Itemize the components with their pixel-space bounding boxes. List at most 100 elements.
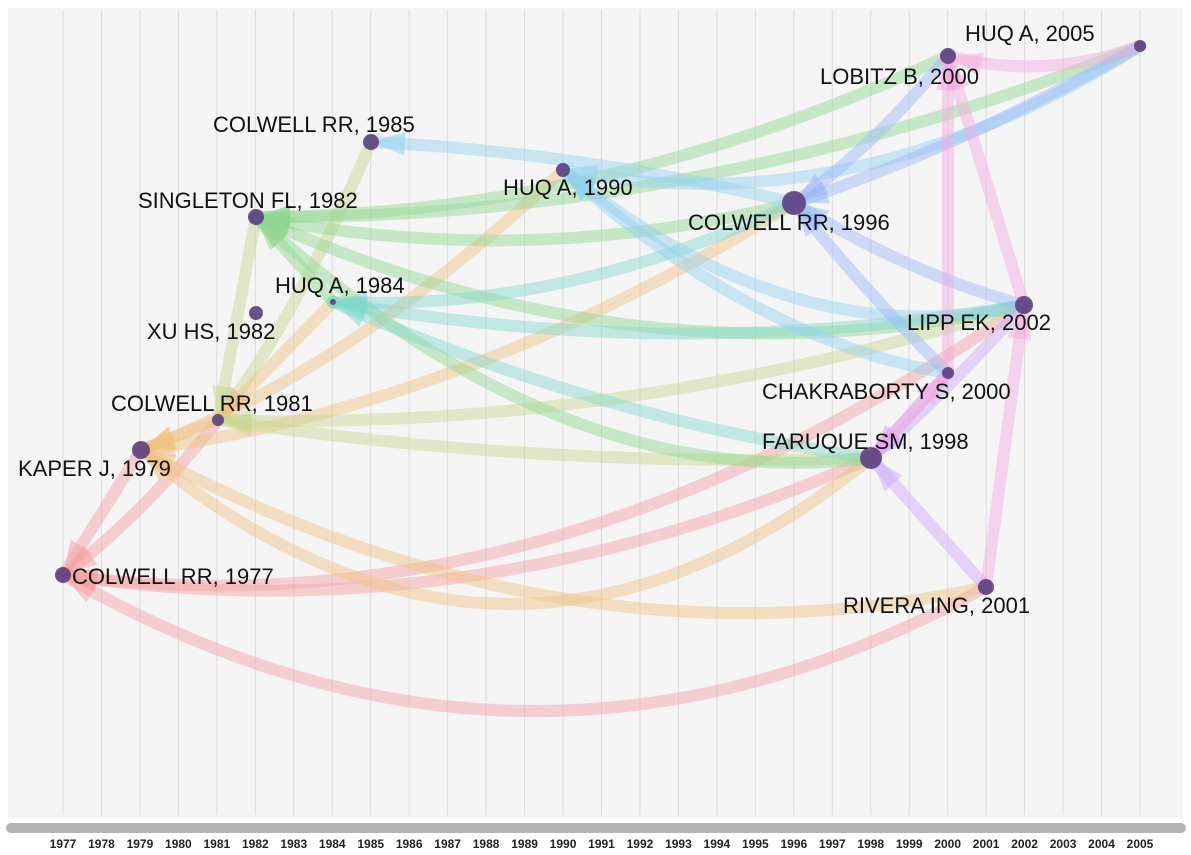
year-label: 1984 (319, 837, 346, 851)
year-label: 1979 (127, 837, 154, 851)
edge-arrowhead (218, 387, 251, 420)
paper-label: SINGLETON FL, 1982 (138, 188, 358, 213)
paper-node (55, 567, 71, 583)
citation-edge (57, 299, 1030, 592)
citation-edge (250, 211, 1030, 340)
citation-edge (135, 197, 800, 456)
edge-arrowhead (333, 302, 369, 327)
paper-label: LOBITZ B, 2000 (820, 64, 979, 89)
year-label: 1997 (819, 837, 846, 851)
paper-node (212, 414, 224, 426)
edge-arrowhead (256, 205, 291, 230)
year-label: 1993 (665, 837, 692, 851)
plot-background (8, 8, 1183, 818)
timeline-bar (6, 823, 1186, 833)
edge-arrowhead (948, 52, 984, 77)
year-label: 2005 (1127, 837, 1154, 851)
citation-edge (327, 296, 877, 464)
year-label: 1992 (627, 837, 654, 851)
paper-label: LIPP EK, 2002 (907, 310, 1051, 335)
citation-edge (365, 136, 800, 209)
year-label: 2004 (1088, 837, 1115, 851)
paper-label: COLWELL RR, 1985 (213, 112, 415, 137)
edge-arrowhead (871, 424, 903, 458)
paper-node (782, 191, 806, 215)
paper-label: KAPER J, 1979 (18, 456, 171, 481)
year-label: 1980 (165, 837, 192, 851)
paper-node (978, 579, 994, 595)
citation-edge (250, 40, 1146, 224)
citation-edge (980, 299, 1030, 593)
paper-node (1015, 296, 1033, 314)
paper-label: COLWELL RR, 1996 (688, 210, 890, 235)
citation-edge (557, 40, 1146, 191)
year-label: 1991 (588, 837, 615, 851)
citation-edge (788, 40, 1146, 209)
paper-label: HUQ A, 1990 (503, 175, 633, 200)
year-label: 1998 (857, 837, 884, 851)
paper-node (940, 48, 956, 64)
year-label: 1986 (396, 837, 423, 851)
year-label: 1996 (780, 837, 807, 851)
year-label: 1988 (473, 837, 500, 851)
edge-arrowhead (916, 373, 948, 407)
paper-label: COLWELL RR, 1981 (111, 391, 313, 416)
paper-label: FARUQUE SM, 1998 (762, 429, 969, 454)
paper-label: HUQ A, 1984 (275, 273, 405, 298)
citation-edge (57, 452, 877, 597)
edge-arrowhead (218, 413, 254, 437)
year-label: 2002 (1011, 837, 1038, 851)
citation-edge (250, 211, 877, 469)
citation-edge (135, 444, 877, 610)
citation-edge (212, 299, 1030, 428)
paper-label: CHAKRABORTY S, 2000 (762, 379, 1011, 404)
year-label: 1978 (88, 837, 115, 851)
citation-edge (135, 444, 992, 620)
paper-node (1134, 40, 1146, 52)
year-label: 1981 (204, 837, 231, 851)
year-label: 1983 (280, 837, 307, 851)
year-label: 1987 (434, 837, 461, 851)
citation-edge (250, 197, 800, 247)
edge-arrowhead (871, 458, 903, 492)
paper-node (942, 367, 954, 379)
year-label: 2000 (934, 837, 961, 851)
citation-edge (57, 569, 992, 717)
paper-node (330, 299, 336, 305)
paper-label: HUQ A, 2005 (965, 21, 1095, 46)
edge-arrowhead (63, 567, 99, 592)
citation-edge (557, 164, 1030, 323)
edge-arrowhead (63, 545, 98, 575)
year-label: 2001 (973, 837, 1000, 851)
year-label: 1994 (704, 837, 731, 851)
citation-edge (327, 296, 1030, 340)
paper-label: XU HS, 1982 (147, 319, 275, 344)
paper-node (248, 209, 264, 225)
citation-edge (327, 197, 800, 309)
paper-node (363, 134, 379, 150)
year-label: 1990 (550, 837, 577, 851)
citation-edge (212, 414, 877, 467)
year-label: 1985 (357, 837, 384, 851)
year-label: 1982 (242, 837, 269, 851)
paper-label: COLWELL RR, 1977 (72, 564, 274, 589)
year-label: 2003 (1050, 837, 1077, 851)
paper-node (249, 306, 263, 320)
paper-node (556, 163, 570, 177)
edge-arrowhead (141, 450, 177, 477)
paper-label: RIVERA ING, 2001 (843, 593, 1030, 618)
year-label: 1989 (511, 837, 538, 851)
year-label: 1995 (742, 837, 769, 851)
citation-edge (135, 164, 569, 456)
year-label: 1999 (896, 837, 923, 851)
citation-edge (250, 50, 954, 223)
citation-edge (557, 164, 954, 379)
edge-arrowhead (936, 56, 960, 90)
year-label: 1977 (50, 837, 77, 851)
edge-arrowhead (563, 170, 597, 202)
paper-node (860, 447, 882, 469)
edge-arrowhead (256, 217, 290, 249)
edge-arrowhead (371, 131, 406, 156)
paper-node (132, 441, 150, 459)
